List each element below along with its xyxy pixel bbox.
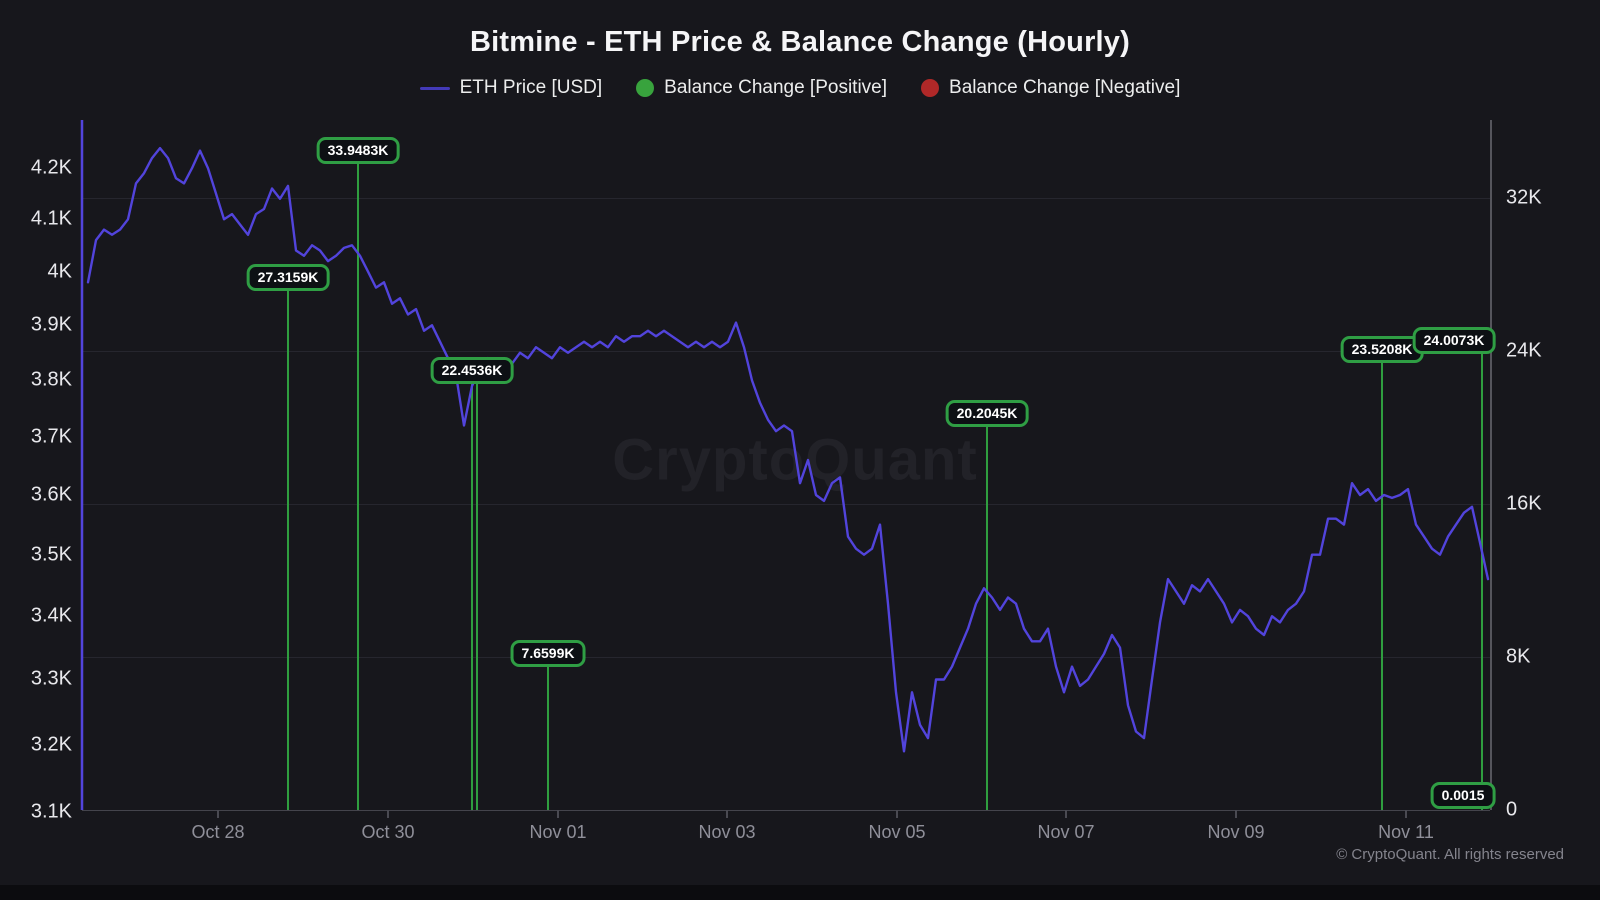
x-axis-date-label: Oct 30 <box>361 822 415 842</box>
x-axis-date-label: Oct 28 <box>191 822 245 842</box>
page-title: Bitmine - ETH Price & Balance Change (Ho… <box>469 26 1130 58</box>
x-axis-tick <box>1405 810 1407 818</box>
left-axis-label: 3.7K <box>30 425 72 448</box>
right-axis-label: 32K <box>1506 186 1542 209</box>
balance-change-bar <box>1481 350 1483 810</box>
legend: ETH Price [USD] Balance Change [Positive… <box>0 74 1600 102</box>
balance-change-bar <box>287 287 289 810</box>
legend-item-eth-price[interactable]: ETH Price [USD] <box>419 77 603 99</box>
gridline <box>82 351 1490 352</box>
right-axis-label: 16K <box>1506 492 1542 515</box>
left-axis-label: 4K <box>47 260 72 283</box>
footer-strip <box>0 885 1600 900</box>
green-dot-icon <box>636 79 655 97</box>
balance-change-bar <box>1381 360 1383 810</box>
legend-label: Balance Change [Positive] <box>664 77 888 98</box>
balance-change-label: 33.9483K <box>316 136 400 164</box>
balance-change-label: 20.2045K <box>945 399 1029 427</box>
cryptoquant-watermark: CryptoQuant <box>612 427 978 493</box>
x-axis-date-label: Nov 09 <box>1207 822 1265 842</box>
left-axis-label: 3.3K <box>30 667 72 690</box>
x-axis-tick <box>387 810 389 818</box>
x-axis-date-label: Nov 11 <box>1378 822 1434 842</box>
left-axis-label: 4.1K <box>30 207 72 230</box>
left-axis-label: 3.6K <box>30 483 72 506</box>
line-swatch-icon <box>419 86 450 90</box>
red-dot-icon <box>921 79 940 97</box>
legend-item-balance-negative[interactable]: Balance Change [Negative] <box>921 77 1180 99</box>
right-axis-label: 8K <box>1506 645 1531 668</box>
gridline <box>82 810 1490 811</box>
balance-change-label: 22.4536K <box>430 356 514 384</box>
left-axis-label: 3.2K <box>30 733 72 756</box>
gridline <box>82 504 1490 505</box>
balance-change-bar <box>547 663 549 810</box>
right-axis-line <box>1490 120 1492 810</box>
left-axis-label: 3.9K <box>30 313 72 336</box>
balance-change-bar <box>476 380 478 810</box>
x-axis-tick <box>896 810 898 818</box>
left-axis-label: 3.1K <box>30 800 72 823</box>
legend-item-balance-positive[interactable]: Balance Change [Positive] <box>636 77 887 99</box>
balance-change-label: 24.0073K <box>1412 326 1496 354</box>
balance-change-label: 23.5208K <box>1340 336 1424 364</box>
eth-price-line <box>86 146 1490 753</box>
left-axis-label: 3.5K <box>30 543 72 566</box>
copyright-text: © CryptoQuant. All rights reserved <box>1336 846 1564 863</box>
balance-change-bar <box>471 380 473 810</box>
left-axis-label: 3.8K <box>30 368 72 391</box>
gridline <box>82 198 1490 199</box>
x-axis-tick <box>1235 810 1237 818</box>
balance-change-bar <box>357 160 359 810</box>
x-axis-date-label: Nov 01 <box>529 822 587 842</box>
x-axis-tick <box>726 810 728 818</box>
right-axis-label: 0 <box>1506 798 1518 821</box>
legend-label: Balance Change [Negative] <box>949 77 1181 98</box>
x-axis-date-label: Nov 07 <box>1037 822 1095 842</box>
gridline <box>82 657 1490 658</box>
balance-change-label: 7.6599K <box>510 639 586 667</box>
x-axis-tick <box>557 810 559 818</box>
balance-change-bar <box>986 423 988 810</box>
x-axis-tick <box>1065 810 1067 818</box>
left-axis-label: 3.4K <box>30 604 72 627</box>
x-axis-date-label: Nov 05 <box>868 822 926 842</box>
right-axis-label: 24K <box>1506 339 1542 362</box>
legend-label: ETH Price [USD] <box>459 77 603 98</box>
left-axis-label: 4.2K <box>30 156 72 179</box>
x-axis-tick <box>217 810 219 818</box>
balance-change-label: 0.0015 <box>1430 782 1496 809</box>
balance-change-label: 27.3159K <box>246 263 330 291</box>
x-axis-date-label: Nov 03 <box>698 822 756 842</box>
